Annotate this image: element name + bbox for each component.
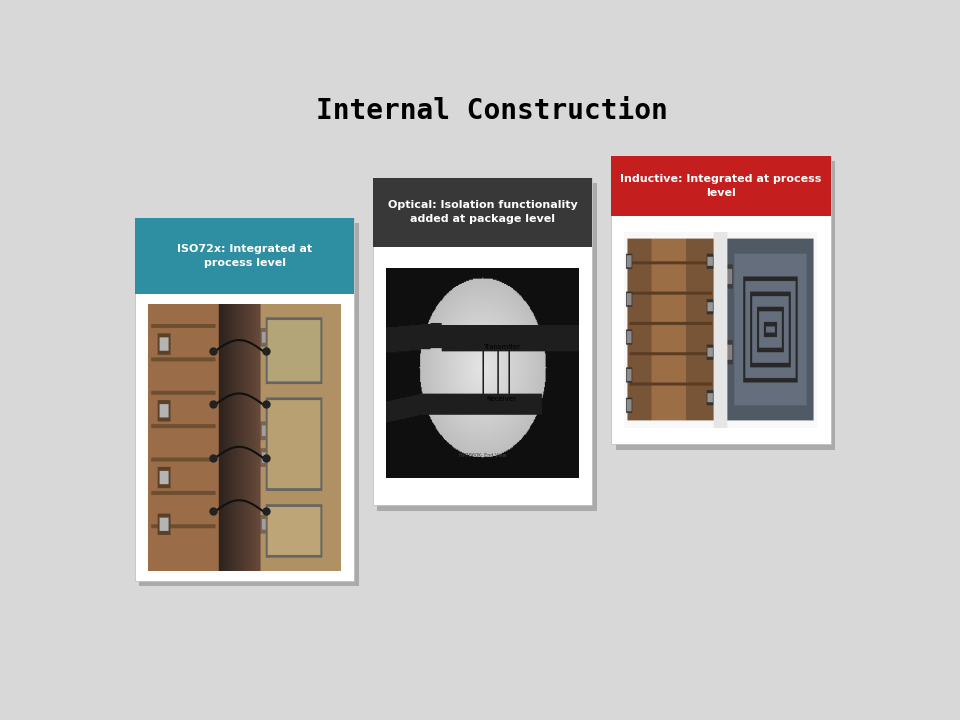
FancyBboxPatch shape: [611, 156, 830, 216]
Text: ISO72x: Integrated at
process level: ISO72x: Integrated at process level: [177, 244, 312, 268]
FancyBboxPatch shape: [377, 184, 597, 510]
FancyBboxPatch shape: [134, 217, 354, 581]
FancyBboxPatch shape: [372, 178, 592, 246]
FancyBboxPatch shape: [139, 223, 359, 587]
Text: Internal Construction: Internal Construction: [316, 97, 668, 125]
FancyBboxPatch shape: [134, 217, 354, 294]
FancyBboxPatch shape: [615, 161, 835, 449]
Text: Optical: Isolation functionality
added at package level: Optical: Isolation functionality added a…: [388, 200, 578, 224]
FancyBboxPatch shape: [372, 178, 592, 505]
Text: Inductive: Integrated at process
level: Inductive: Integrated at process level: [620, 174, 822, 198]
FancyBboxPatch shape: [611, 156, 830, 444]
